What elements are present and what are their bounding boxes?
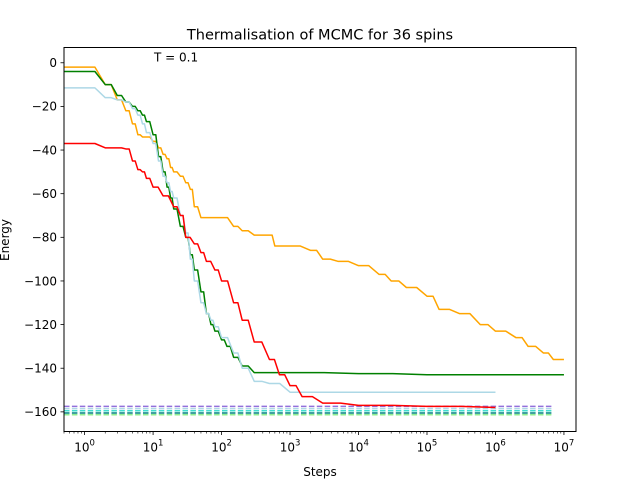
- y-tick-label: −160: [24, 405, 57, 419]
- series-green-run: [64, 70, 564, 376]
- y-tick-label: −20: [32, 100, 57, 114]
- plot-frame: [63, 47, 577, 432]
- y-tick-label: −140: [24, 362, 57, 376]
- x-tick-label: 102: [211, 439, 232, 455]
- y-tick-label: 0: [49, 56, 57, 70]
- y-tick-label: −80: [32, 231, 57, 245]
- x-tick-label: 106: [485, 439, 506, 455]
- x-axis: 100 101 102 103 104 105 106 107: [63, 431, 575, 455]
- series-orange-run: [64, 66, 564, 361]
- x-tick-label: 101: [143, 439, 164, 455]
- series-red-run: [64, 142, 496, 409]
- y-axis-label: Energy: [0, 219, 12, 261]
- y-tick-label: −120: [24, 318, 57, 332]
- x-tick-label: 104: [348, 439, 369, 455]
- x-tick-label: 105: [417, 439, 438, 455]
- y-tick-label: −40: [32, 143, 57, 157]
- y-tick-label: −100: [24, 274, 57, 288]
- y-tick-label: −60: [32, 187, 57, 201]
- y-axis: 0 −20 −40 −60 −80 −100 −120 −140 −160: [24, 56, 64, 419]
- x-tick-label: 100: [74, 439, 95, 455]
- series-light-blue-run: [64, 87, 496, 393]
- chart-title: Thermalisation of MCMC for 36 spins: [186, 28, 453, 44]
- x-tick-label: 103: [280, 439, 301, 455]
- x-tick-label: 107: [554, 439, 575, 455]
- temperature-annotation: T = 0.1: [153, 51, 198, 65]
- x-axis-label: Steps: [303, 465, 337, 479]
